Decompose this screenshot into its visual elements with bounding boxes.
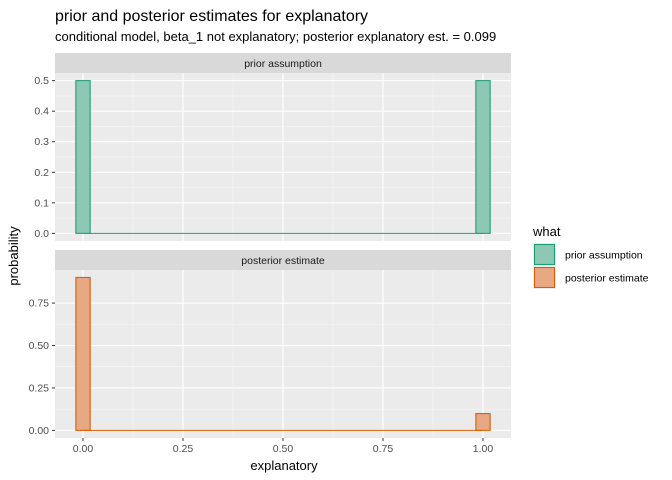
y-tick-label: 0.75 <box>29 298 50 310</box>
facet-strip <box>55 250 511 270</box>
legend-label: posterior estimate <box>565 273 649 285</box>
y-tick-label: 0.4 <box>34 106 49 118</box>
legend: what prior assumption posterior estimate <box>532 224 649 289</box>
y-tick-label: 0.2 <box>34 167 49 179</box>
legend-title: what <box>532 224 561 239</box>
bar <box>75 276 91 431</box>
facet-strip <box>55 53 511 73</box>
bar <box>75 80 91 234</box>
chart-subtitle: conditional model, beta_1 not explanator… <box>55 29 496 44</box>
y-tick-label: 0.1 <box>34 197 49 209</box>
y-tick-label: 0.0 <box>34 228 49 240</box>
x-axis-title: explanatory <box>250 458 318 473</box>
panel-1: posterior estimate 0.00 0.25 0.50 0.75 0.00 0.… <box>29 250 511 455</box>
panel-0: prior assumption 0.0 0.1 0.2 0.3 0.4 0.5 <box>34 53 511 241</box>
facet-strip-label: prior assumption <box>244 58 322 70</box>
legend-label: prior assumption <box>565 250 643 262</box>
y-tick-label: 0.50 <box>29 340 50 352</box>
x-tick-label: 0.00 <box>73 443 94 455</box>
x-tick-label: 0.25 <box>173 443 194 455</box>
chart-title: prior and posterior estimates for explan… <box>55 8 368 25</box>
x-tick-label: 1.00 <box>473 443 494 455</box>
y-tick-label: 0.25 <box>29 382 50 394</box>
bar <box>475 413 491 431</box>
x-tick-label: 0.50 <box>273 443 294 455</box>
y-tick-label: 0.00 <box>29 425 50 437</box>
x-tick-label: 0.75 <box>373 443 394 455</box>
facet-strip-label: posterior estimate <box>241 255 325 267</box>
bar <box>475 80 491 234</box>
y-tick-label: 0.5 <box>34 75 49 87</box>
y-tick-label: 0.3 <box>34 136 49 148</box>
legend-key <box>533 266 556 289</box>
legend-key <box>533 243 556 266</box>
y-axis-title: probability <box>6 226 21 286</box>
